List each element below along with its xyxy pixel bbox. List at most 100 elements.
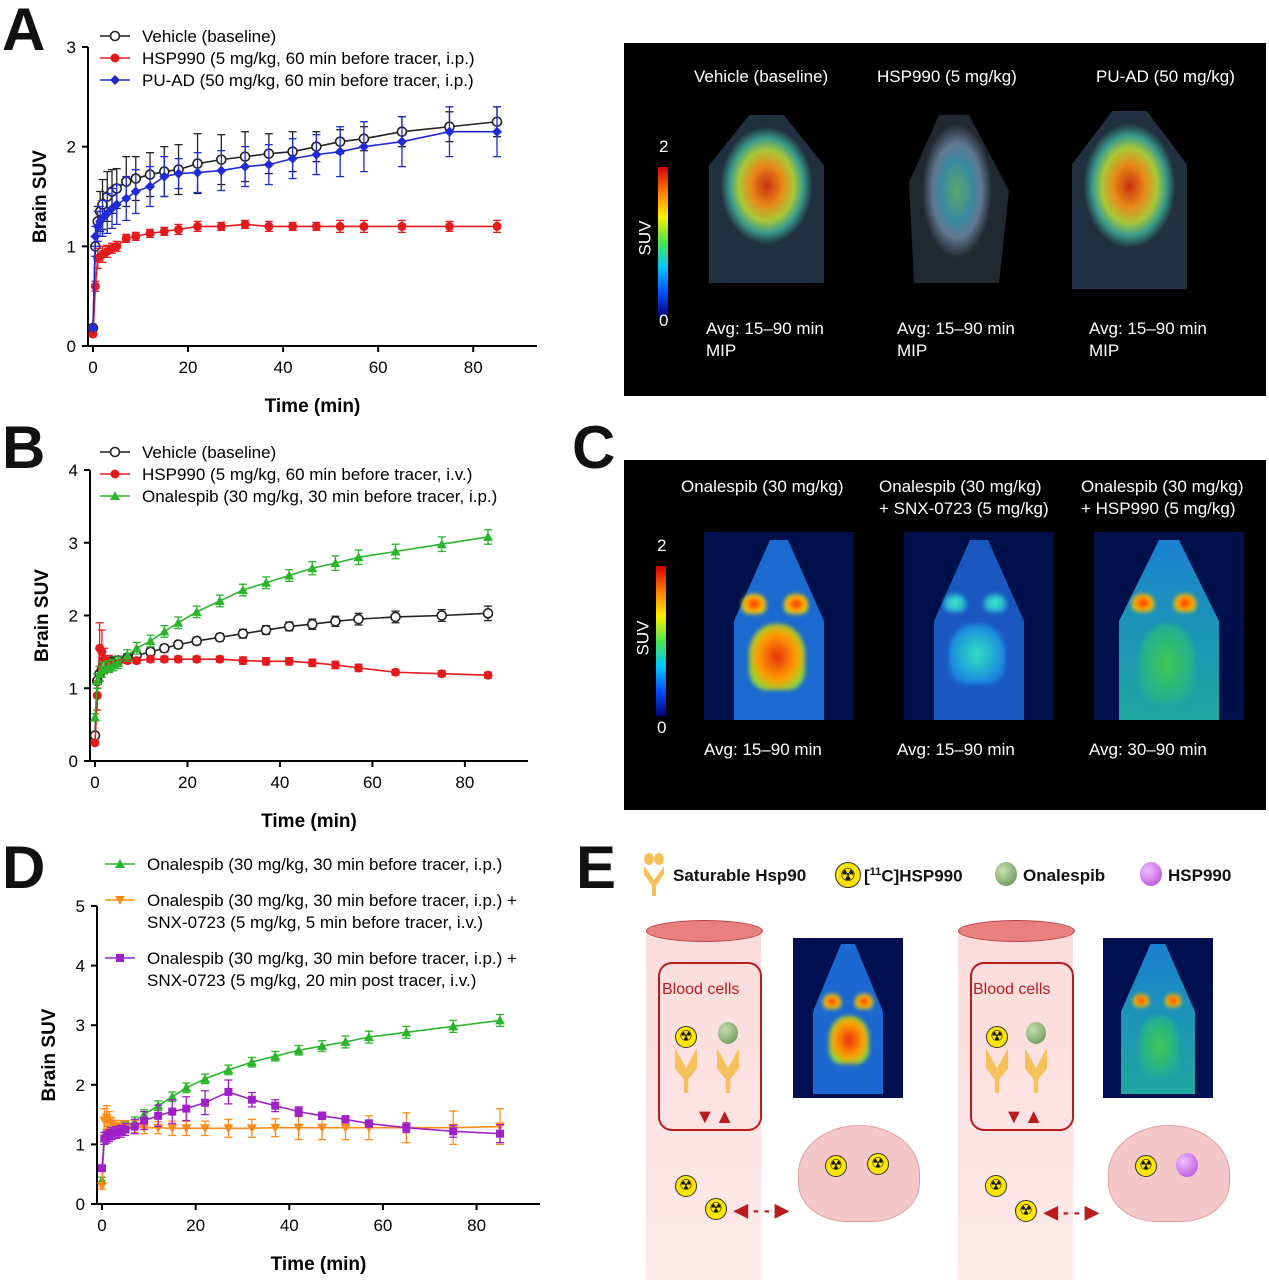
x-axis-title-B: Time (min)	[261, 811, 357, 832]
y-tick-label-B: 3	[69, 534, 78, 553]
data-point-B-2	[261, 577, 272, 587]
data-point-D-2	[496, 1129, 504, 1138]
data-point-D-2	[168, 1107, 177, 1116]
data-point-D-0	[317, 1041, 328, 1051]
pet-mip-vehicle: MIP	[706, 341, 737, 360]
legend-marker-A-0	[109, 30, 121, 42]
data-point-D-0	[246, 1057, 257, 1067]
data-point-B-0	[390, 611, 401, 623]
data-point-B-2	[330, 558, 341, 568]
brain-tracer-right: ☢	[1135, 1155, 1157, 1177]
data-point-A-1	[174, 224, 184, 234]
series-line-A-1	[92, 223, 497, 335]
data-point-D-2	[140, 1116, 149, 1125]
hsp90-legend-icon	[644, 853, 664, 896]
legend-tracer-label: [11C]HSP990	[864, 866, 963, 887]
y-tick-label-B: 2	[69, 607, 78, 626]
data-point-B-2	[113, 657, 124, 667]
c-title-1a: Onalespib (30 mg/kg)	[681, 477, 844, 496]
data-point-B-2	[214, 595, 225, 605]
panel-label-a: A	[2, 0, 46, 63]
pet-mip-puad: MIP	[1089, 341, 1120, 360]
data-point-D-2	[247, 1095, 256, 1104]
legend-hsp990-label: HSP990	[1168, 866, 1232, 885]
data-point-D-2	[318, 1111, 327, 1120]
data-point-A-1	[131, 231, 141, 241]
y-tick-label-A: 1	[67, 237, 76, 256]
legend-marker-A-2	[110, 75, 120, 85]
onalespib-in-blood-left	[718, 1022, 738, 1044]
data-point-D-0	[363, 1032, 374, 1042]
data-point-B-2	[145, 635, 156, 645]
brain-pet-right	[1103, 938, 1213, 1098]
blood-cells-box-left	[658, 962, 762, 1131]
c-avg-3: Avg: 30–90 min	[1089, 740, 1207, 759]
panel-label-c: C	[572, 414, 616, 481]
data-point-D-1	[106, 1119, 117, 1129]
c-image-3	[1094, 532, 1244, 720]
data-point-B-2	[191, 606, 202, 616]
x-tick-label-D: 80	[467, 1216, 486, 1235]
data-point-A-2	[216, 165, 227, 176]
c-title-2b: + SNX-0723 (5 mg/kg)	[879, 499, 1049, 518]
data-point-D-1	[223, 1124, 234, 1134]
tracer-free-right-1: ☢	[985, 1175, 1007, 1197]
legend-label-D-2: Onalespib (30 mg/kg, 30 min before trace…	[147, 949, 517, 968]
pet-title-puad: PU-AD (50 mg/kg)	[1096, 67, 1235, 86]
legend-label-D-1: Onalespib (30 mg/kg, 30 min before trace…	[147, 891, 517, 910]
data-point-A-2	[88, 323, 98, 334]
data-point-A-2	[335, 146, 346, 157]
brain-hsp990-right	[1176, 1153, 1198, 1177]
y-axis-title-B: Brain SUV	[32, 569, 53, 662]
blood-cells-label-left: Blood cells	[662, 981, 740, 998]
data-point-D-1	[293, 1123, 304, 1133]
data-point-D-1	[246, 1124, 257, 1134]
data-point-A-1	[90, 281, 100, 291]
data-point-D-2	[98, 1164, 106, 1173]
x-axis-title-A: Time (min)	[265, 396, 361, 417]
x-tick-label-B: 60	[363, 773, 382, 792]
y-tick-label-A: 3	[67, 38, 76, 57]
c-title-2a: Onalespib (30 mg/kg)	[879, 477, 1042, 496]
radioactive-legend-icon: ☢	[835, 862, 861, 888]
data-point-D-0	[167, 1091, 178, 1101]
data-point-B-1	[215, 654, 225, 664]
data-point-A-2	[240, 161, 251, 172]
data-point-A-1	[121, 233, 131, 243]
blood-vessel-left	[646, 930, 761, 1280]
data-point-D-0	[270, 1051, 281, 1061]
legend-marker-A-1	[110, 53, 120, 63]
colorbar-min: 0	[659, 311, 669, 330]
series-line-B-0	[94, 612, 489, 736]
y-tick-label-A: 0	[67, 337, 76, 356]
panel-label-d: D	[2, 834, 46, 901]
data-point-D-2	[121, 1125, 130, 1134]
tracer-free-left-2: ☢	[705, 1198, 727, 1220]
legend-label-B-1: HSP990 (5 mg/kg, 60 min before tracer, i…	[142, 465, 472, 484]
legend-marker-B-0	[109, 446, 121, 458]
data-point-A-1	[145, 228, 155, 238]
tracer-free-left-1: ☢	[675, 1175, 697, 1197]
data-point-D-2	[341, 1115, 350, 1124]
x-tick-label-B: 0	[90, 773, 99, 792]
data-point-D-1	[200, 1124, 211, 1134]
data-point-B-2	[353, 552, 364, 562]
c-image-1	[704, 532, 854, 720]
data-point-B-1	[483, 670, 493, 680]
data-point-B-1	[354, 663, 364, 673]
panel-e-schematic: Saturable Hsp90 ☢ [11C]HSP990 Onalespib …	[620, 850, 1269, 1280]
data-point-A-2	[492, 126, 502, 137]
y-tick-label-A: 2	[67, 138, 76, 157]
colorbar-max: 2	[659, 137, 669, 156]
c-image-2	[904, 532, 1054, 720]
colorbar-a	[658, 167, 668, 317]
data-point-B-0	[307, 618, 318, 630]
x-tick-label-A: 20	[179, 358, 198, 377]
data-point-A-1	[397, 221, 407, 231]
y-tick-label-D: 0	[76, 1195, 85, 1214]
data-point-A-2	[130, 186, 141, 197]
legend-label-A-0: Vehicle (baseline)	[142, 27, 276, 46]
data-point-B-0	[172, 639, 184, 650]
data-point-D-2	[224, 1087, 233, 1096]
data-point-D-0	[181, 1082, 192, 1092]
